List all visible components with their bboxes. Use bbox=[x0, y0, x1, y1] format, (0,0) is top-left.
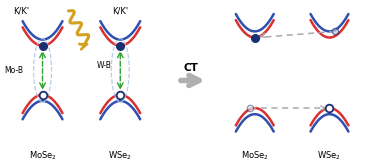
Text: K/K': K/K' bbox=[112, 7, 129, 16]
Text: CT: CT bbox=[184, 63, 198, 73]
Text: MoSe$_2$: MoSe$_2$ bbox=[28, 149, 57, 162]
Text: Mo-B: Mo-B bbox=[5, 66, 24, 75]
Text: K/K': K/K' bbox=[12, 7, 29, 16]
Text: WSe$_2$: WSe$_2$ bbox=[108, 149, 132, 162]
Text: WSe$_2$: WSe$_2$ bbox=[318, 149, 341, 162]
Text: MoSe$_2$: MoSe$_2$ bbox=[241, 149, 269, 162]
Text: W-B: W-B bbox=[96, 61, 111, 70]
